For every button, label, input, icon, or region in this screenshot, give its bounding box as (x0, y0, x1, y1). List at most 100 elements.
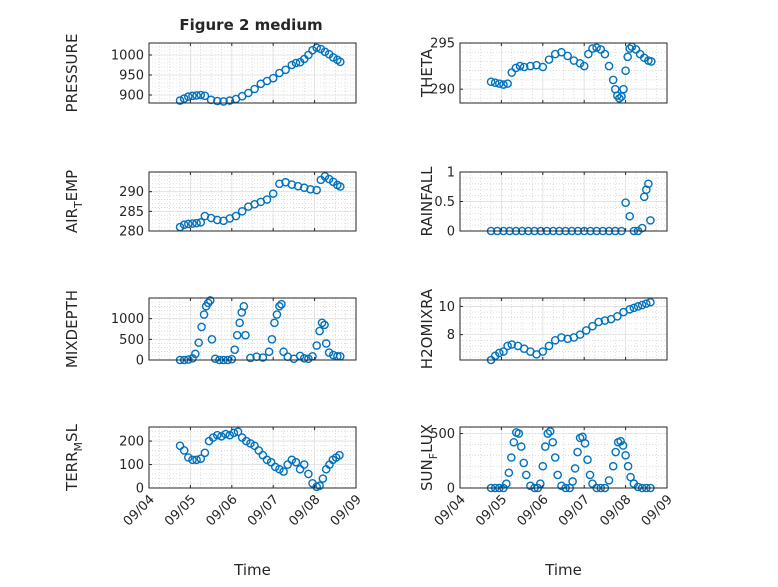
data-point (235, 318, 244, 328)
data-point (275, 464, 284, 474)
data-point (237, 207, 247, 216)
axes-box (148, 171, 357, 232)
data-point (262, 455, 272, 465)
series-markers (486, 297, 655, 365)
data-point (592, 43, 601, 52)
y-tick-label: 1000 (111, 49, 144, 64)
data-point (229, 428, 239, 438)
data-point (268, 189, 278, 198)
data-point (507, 453, 516, 462)
x-tick-label: 09/06 (204, 492, 241, 529)
y-tick-label: 0 (447, 225, 455, 240)
data-point (540, 442, 550, 451)
data-point (504, 468, 514, 478)
data-point (557, 333, 566, 342)
data-point (277, 299, 286, 309)
data-point (312, 43, 321, 53)
axes-box (459, 426, 668, 489)
data-point (246, 353, 255, 363)
data-point (637, 300, 647, 310)
data-point (514, 429, 524, 438)
data-point (315, 326, 324, 336)
y-axis-label-main: MIXDEPTH (63, 290, 81, 368)
x-tick-label: 09/04 (121, 492, 158, 529)
data-point (526, 481, 535, 491)
data-point (207, 335, 217, 344)
data-point (515, 61, 525, 71)
data-point (543, 429, 553, 438)
axes-box (148, 297, 357, 361)
data-point (246, 439, 255, 448)
data-point (538, 347, 548, 356)
data-point (583, 455, 592, 464)
y-axis-label-tail: SL (63, 423, 81, 442)
data-point (573, 447, 582, 457)
data-point (320, 320, 329, 330)
data-point (184, 453, 193, 462)
data-point (287, 455, 297, 465)
data-point (291, 457, 301, 467)
data-point (308, 45, 317, 55)
data-point (321, 339, 331, 348)
y-axis-label-main: THETA (418, 48, 436, 98)
data-point (304, 469, 313, 479)
data-point (486, 77, 496, 87)
data-point (203, 298, 213, 308)
data-point (197, 322, 206, 332)
y-axis-label: RAINFALL (418, 166, 436, 237)
data-point (267, 335, 277, 344)
data-point (629, 303, 639, 313)
x-tick-label: 09/08 (286, 492, 323, 529)
data-point (544, 55, 554, 64)
data-point (179, 94, 189, 103)
data-point (188, 91, 197, 101)
data-point (272, 310, 282, 319)
data-point (588, 44, 597, 53)
y-tick-label: 0.5 (434, 195, 455, 210)
data-point (545, 427, 555, 436)
subplot-7: 0 100 200 09/04 09/05 09/06 09/07 09/08 09/09 TER… (63, 423, 365, 579)
series-markers (175, 427, 344, 492)
data-point (563, 334, 572, 344)
y-tick-label: 290 (430, 83, 455, 98)
data-point (538, 62, 548, 72)
data-point (213, 215, 222, 225)
data-point (509, 437, 519, 447)
data-point (611, 447, 620, 457)
x-tick-label: 09/09 (639, 492, 676, 529)
data-point (199, 310, 209, 319)
y-tick-label: 280 (119, 225, 144, 240)
data-point (608, 75, 618, 85)
y-axis-label: H2OMIXRA (418, 288, 436, 369)
data-point (184, 219, 193, 229)
data-point (312, 185, 321, 195)
data-point (608, 461, 618, 471)
data-point (194, 338, 203, 347)
data-point (502, 479, 511, 488)
data-point (490, 78, 500, 87)
data-point (499, 80, 508, 89)
data-point (550, 453, 560, 462)
data-point (563, 51, 572, 61)
data-point (646, 297, 655, 307)
data-point (335, 57, 345, 67)
data-point (594, 317, 603, 327)
data-point (619, 84, 628, 94)
y-axis-label: THETA (418, 48, 436, 98)
data-point (617, 92, 626, 101)
data-point (548, 437, 558, 447)
y-axis-label: MIXDEPTH (63, 290, 81, 368)
y-tick-label: 0 (136, 482, 144, 497)
y-axis-label-main: SUN (418, 459, 436, 491)
data-point (625, 211, 635, 221)
subplot-5: 0 500 1000 MIXDEPTH (63, 290, 357, 369)
data-point (503, 79, 512, 88)
data-point (516, 442, 526, 451)
y-tick-label: 500 (119, 333, 144, 348)
data-point (205, 296, 215, 305)
data-point (633, 482, 643, 492)
data-point (621, 451, 630, 460)
y-axis-label: PRESSURE (63, 34, 81, 113)
